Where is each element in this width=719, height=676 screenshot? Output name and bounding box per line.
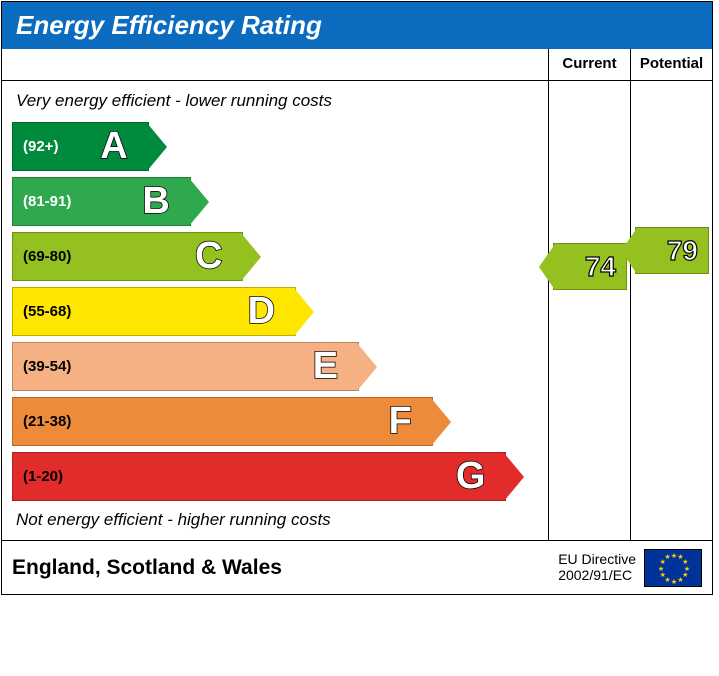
directive-text: EU Directive 2002/91/EC bbox=[558, 552, 636, 583]
band-row-c: (69-80) C bbox=[12, 229, 538, 284]
eu-flag-icon: ★★★★★★★★★★★★ bbox=[644, 549, 702, 587]
potential-column: Potential 79 bbox=[630, 49, 712, 540]
band-arrow-icon bbox=[294, 288, 314, 336]
band-g: (1-20) G bbox=[12, 452, 506, 501]
band-b: (81-91) B bbox=[12, 177, 191, 226]
potential-header: Potential bbox=[631, 49, 712, 81]
band-e: (39-54) E bbox=[12, 342, 359, 391]
band-range-label: (39-54) bbox=[13, 358, 71, 375]
epc-chart-container: Energy Efficiency Rating Very energy eff… bbox=[1, 1, 713, 595]
rating-arrow-icon bbox=[621, 228, 637, 274]
band-range-label: (81-91) bbox=[13, 193, 71, 210]
band-range-label: (1-20) bbox=[13, 468, 63, 485]
current-rating-badge: 74 bbox=[553, 243, 627, 290]
band-range-label: (55-68) bbox=[13, 303, 71, 320]
band-letter: F bbox=[389, 400, 412, 443]
chart-title: Energy Efficiency Rating bbox=[16, 10, 322, 40]
band-range-label: (69-80) bbox=[13, 248, 71, 265]
band-letter: D bbox=[248, 290, 275, 333]
bottom-note: Not energy efficient - higher running co… bbox=[12, 506, 538, 536]
band-row-a: (92+) A bbox=[12, 119, 538, 174]
title-bar: Energy Efficiency Rating bbox=[2, 2, 712, 49]
band-arrow-icon bbox=[241, 233, 261, 281]
rating-arrow-icon bbox=[539, 244, 555, 290]
band-arrow-icon bbox=[431, 398, 451, 446]
band-arrow-icon bbox=[147, 123, 167, 171]
bands-area: Very energy efficient - lower running co… bbox=[2, 81, 548, 540]
band-letter: G bbox=[456, 455, 486, 498]
region-text: England, Scotland & Wales bbox=[12, 556, 282, 580]
band-letter: C bbox=[195, 235, 222, 278]
band-arrow-icon bbox=[189, 178, 209, 226]
eu-star-icon: ★ bbox=[671, 552, 677, 560]
band-letter: A bbox=[100, 125, 127, 168]
band-letter: B bbox=[142, 180, 169, 223]
band-arrow-icon bbox=[357, 343, 377, 391]
potential-rating-value: 79 bbox=[667, 235, 698, 267]
band-row-e: (39-54) E bbox=[12, 339, 538, 394]
band-arrow-icon bbox=[504, 453, 524, 501]
current-column: Current 74 bbox=[548, 49, 630, 540]
band-range-label: (92+) bbox=[13, 138, 58, 155]
potential-rating-badge: 79 bbox=[635, 227, 709, 274]
band-a: (92+) A bbox=[12, 122, 149, 171]
directive-wrap: EU Directive 2002/91/EC ★★★★★★★★★★★★ bbox=[558, 549, 702, 587]
band-f: (21-38) F bbox=[12, 397, 433, 446]
bands-list: (92+) A (81-91) B (69-80) C (55-68) D (39-54) E (2… bbox=[12, 119, 538, 504]
footer: England, Scotland & Wales EU Directive 2… bbox=[2, 540, 712, 594]
current-rating-value: 74 bbox=[585, 251, 616, 283]
directive-line1: EU Directive bbox=[558, 551, 636, 567]
eu-star-icon: ★ bbox=[664, 553, 670, 561]
band-row-b: (81-91) B bbox=[12, 174, 538, 229]
top-note: Very energy efficient - lower running co… bbox=[12, 87, 538, 117]
band-letter: E bbox=[313, 345, 338, 388]
band-row-g: (1-20) G bbox=[12, 449, 538, 504]
band-d: (55-68) D bbox=[12, 287, 296, 336]
bands-column: Very energy efficient - lower running co… bbox=[2, 49, 548, 540]
current-header: Current bbox=[549, 49, 630, 81]
chart-body: Very energy efficient - lower running co… bbox=[2, 49, 712, 540]
band-range-label: (21-38) bbox=[13, 413, 71, 430]
eu-star-icon: ★ bbox=[677, 576, 683, 584]
bands-header-spacer bbox=[2, 49, 548, 81]
eu-star-icon: ★ bbox=[671, 578, 677, 586]
band-row-d: (55-68) D bbox=[12, 284, 538, 339]
band-row-f: (21-38) F bbox=[12, 394, 538, 449]
directive-line2: 2002/91/EC bbox=[558, 567, 632, 583]
band-c: (69-80) C bbox=[12, 232, 243, 281]
